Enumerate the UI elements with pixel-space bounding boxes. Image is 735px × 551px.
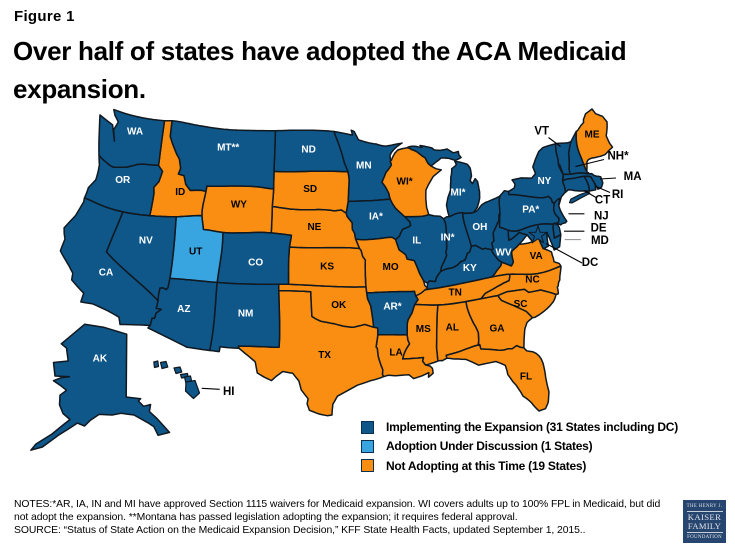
svg-text:NC: NC	[525, 274, 539, 285]
svg-text:NJ: NJ	[594, 211, 609, 223]
svg-text:NH*: NH*	[607, 151, 629, 163]
svg-text:VT: VT	[534, 126, 549, 138]
svg-text:ME: ME	[585, 130, 600, 141]
svg-text:IA*: IA*	[369, 212, 383, 223]
svg-text:LA: LA	[389, 348, 402, 359]
svg-text:MA: MA	[624, 171, 642, 183]
svg-text:AR*: AR*	[383, 302, 401, 313]
svg-text:MN: MN	[356, 160, 372, 171]
svg-text:NY: NY	[537, 176, 551, 187]
svg-text:AZ: AZ	[177, 304, 190, 315]
svg-text:MI*: MI*	[451, 188, 466, 199]
svg-text:GA: GA	[490, 323, 505, 334]
svg-text:ND: ND	[301, 145, 315, 156]
svg-text:IL: IL	[412, 236, 421, 247]
svg-text:ID: ID	[175, 187, 185, 198]
svg-text:IN*: IN*	[441, 233, 455, 244]
svg-text:CA: CA	[99, 268, 113, 279]
svg-text:MO: MO	[383, 262, 399, 273]
svg-text:NE: NE	[307, 222, 321, 233]
svg-text:NV: NV	[139, 236, 153, 247]
svg-text:SC: SC	[514, 299, 528, 310]
svg-text:VA: VA	[530, 251, 543, 262]
svg-text:KS: KS	[320, 262, 334, 273]
svg-text:WI*: WI*	[397, 176, 413, 187]
svg-text:MD: MD	[591, 235, 609, 247]
svg-text:OH: OH	[472, 222, 487, 233]
svg-text:KY: KY	[463, 263, 477, 274]
svg-text:CO: CO	[248, 258, 263, 269]
svg-text:RI: RI	[612, 189, 624, 201]
svg-text:UT: UT	[189, 246, 202, 257]
svg-text:AL: AL	[446, 323, 459, 334]
svg-text:MT**: MT**	[217, 142, 239, 153]
svg-text:SD: SD	[303, 184, 317, 195]
svg-text:DC: DC	[582, 257, 599, 269]
svg-text:DE: DE	[591, 222, 607, 234]
svg-text:WV: WV	[495, 248, 511, 259]
svg-text:MS: MS	[416, 324, 431, 335]
svg-text:TN: TN	[449, 287, 462, 298]
svg-text:FL: FL	[520, 372, 532, 383]
svg-text:HI: HI	[223, 386, 235, 398]
svg-text:WA: WA	[127, 127, 143, 138]
svg-text:PA*: PA*	[522, 205, 539, 216]
svg-text:AK: AK	[93, 353, 108, 364]
svg-text:OR: OR	[115, 175, 131, 186]
svg-text:CT: CT	[595, 194, 610, 206]
svg-text:OK: OK	[331, 300, 347, 311]
svg-text:NM: NM	[238, 309, 254, 320]
svg-text:TX: TX	[318, 350, 331, 361]
svg-text:WY: WY	[231, 200, 247, 211]
